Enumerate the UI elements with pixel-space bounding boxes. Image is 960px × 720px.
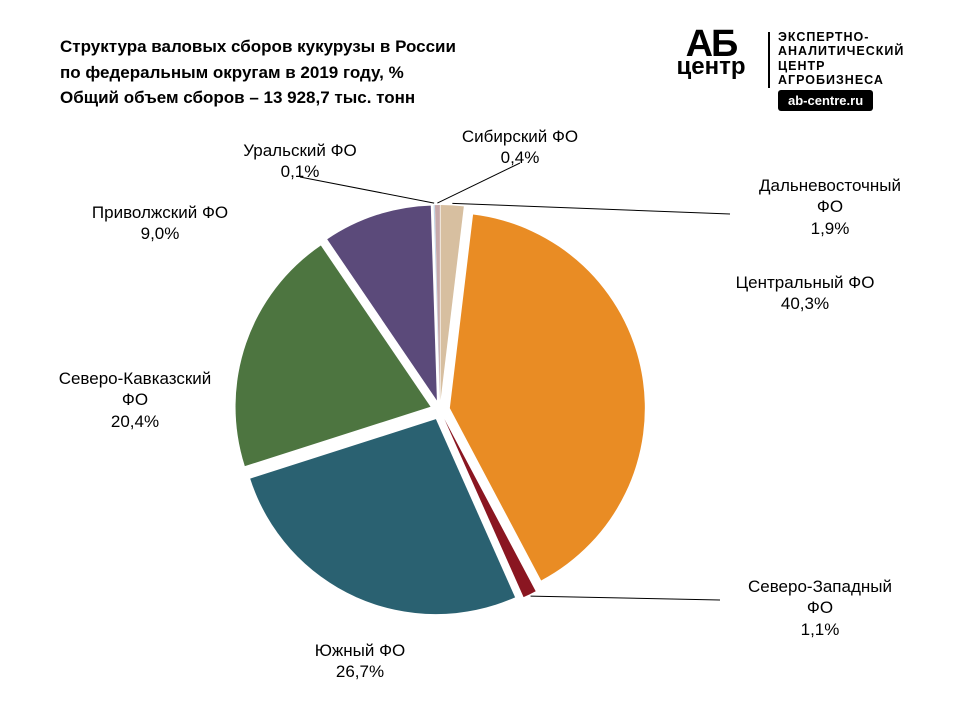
- slice-label: Центральный ФО40,3%: [725, 272, 885, 315]
- slice-label: Южный ФО26,7%: [290, 640, 430, 683]
- leader-line: [452, 203, 730, 214]
- slice-label: Северо-ЗападныйФО1,1%: [735, 576, 905, 640]
- slice-label: Северо-КавказскийФО20,4%: [45, 368, 225, 432]
- slice-label: Уральский ФО0,1%: [225, 140, 375, 183]
- slice-label: Сибирский ФО0,4%: [445, 126, 595, 169]
- slice-label: ДальневосточныйФО1,9%: [750, 175, 910, 239]
- slice-label: Приволжский ФО9,0%: [75, 202, 245, 245]
- leader-line: [531, 596, 720, 600]
- leader-line: [437, 163, 520, 203]
